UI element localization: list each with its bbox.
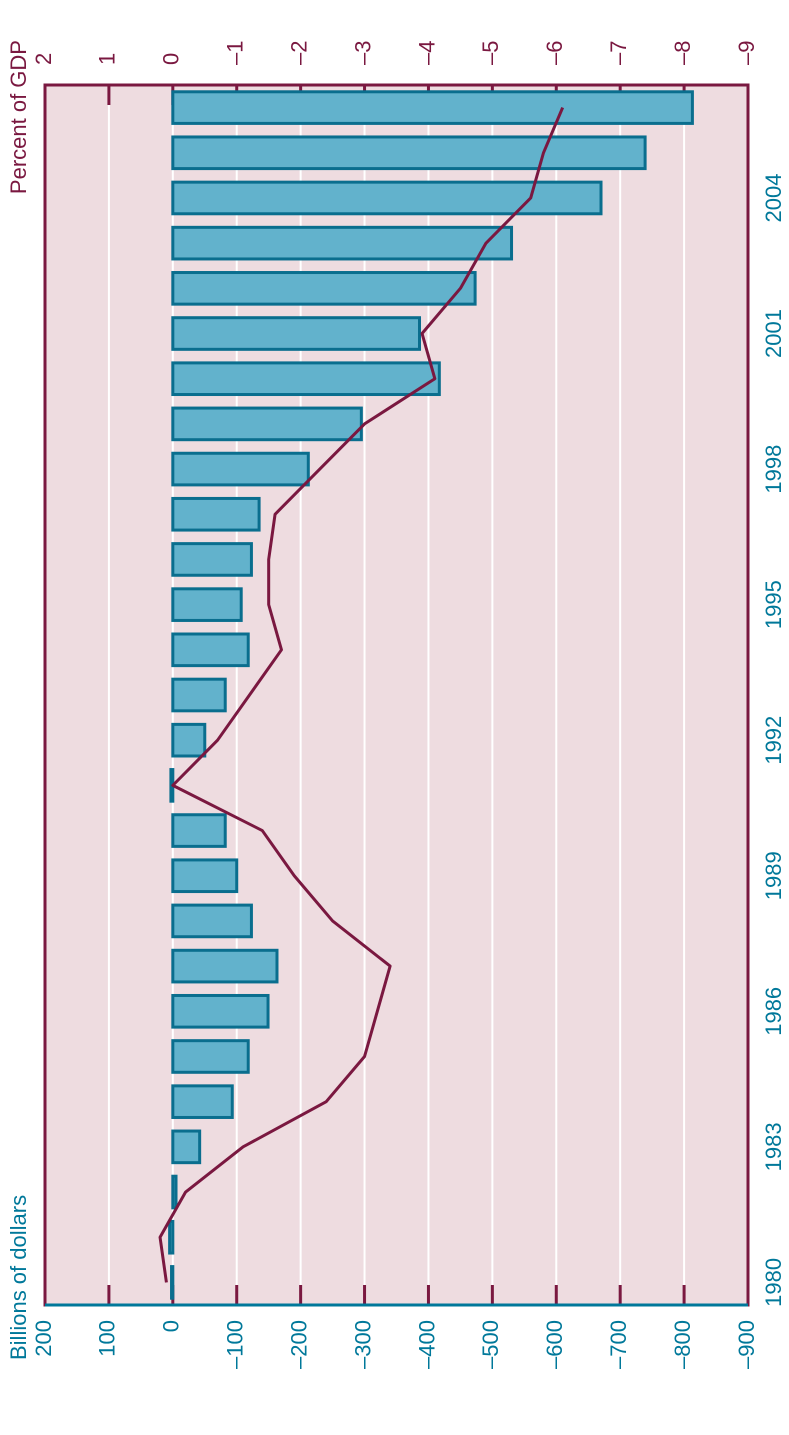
line xyxy=(158,107,565,1283)
plot-background xyxy=(45,85,748,1305)
bar xyxy=(171,90,694,125)
x-tick-label: 1980 xyxy=(761,1258,786,1307)
y2-tick-label: –9 xyxy=(734,41,759,65)
bar xyxy=(171,993,270,1029)
bar xyxy=(171,587,243,622)
bar xyxy=(171,948,279,984)
bar xyxy=(171,361,441,397)
x-tick-label: 1986 xyxy=(761,987,786,1036)
x-tick-label: 2001 xyxy=(761,309,786,358)
y2-tick-label: –7 xyxy=(606,41,631,65)
y2-tick-label: –1 xyxy=(223,41,248,65)
y2-axis-label: Percent of GDP xyxy=(6,40,31,194)
y-tick-label: –100 xyxy=(223,1320,248,1369)
bar xyxy=(171,722,207,758)
y-tick-label: 0 xyxy=(159,1320,184,1332)
bar xyxy=(171,135,647,171)
bar xyxy=(171,180,603,216)
y2-tick-label: –6 xyxy=(542,41,567,65)
bar xyxy=(171,406,363,442)
x-tick-label: 1995 xyxy=(761,580,786,629)
bar xyxy=(171,1084,234,1119)
bar xyxy=(171,225,514,261)
x-tick-label: 2004 xyxy=(761,173,786,222)
y-tick-label: –500 xyxy=(478,1320,503,1369)
x-tick-label: 1989 xyxy=(761,851,786,900)
bar xyxy=(171,1174,178,1210)
bar xyxy=(168,1219,175,1255)
bar xyxy=(171,451,310,487)
y2-tick-label: 2 xyxy=(31,53,56,65)
y-tick-label: –700 xyxy=(606,1320,631,1369)
y-tick-label: –800 xyxy=(670,1320,695,1369)
y2-tick-label: –4 xyxy=(414,41,439,65)
y-tick-label: –400 xyxy=(414,1320,439,1369)
y2-tick-label: –2 xyxy=(286,41,311,65)
y2-tick-label: –5 xyxy=(478,41,503,65)
bar xyxy=(171,903,253,939)
y2-tick-label: –8 xyxy=(670,41,695,65)
y-tick-label: –300 xyxy=(350,1320,375,1369)
bar xyxy=(171,316,422,351)
x-tick-label: 1983 xyxy=(761,1122,786,1171)
y-tick-label: –200 xyxy=(286,1320,311,1369)
bar xyxy=(171,496,261,532)
x-tick-label: 1998 xyxy=(761,445,786,494)
y-tick-label: –600 xyxy=(542,1320,567,1369)
y2-tick-label: 0 xyxy=(159,53,184,65)
y-tick-label: –900 xyxy=(734,1320,759,1369)
x-tick-label: 1992 xyxy=(761,716,786,765)
bar xyxy=(170,1265,175,1300)
y-tick-label: 200 xyxy=(31,1320,56,1357)
y2-tick-label: –3 xyxy=(350,41,375,65)
y2-tick-label: 1 xyxy=(95,53,120,65)
bar xyxy=(171,858,239,894)
bar xyxy=(171,632,250,668)
y-axis-label: Billions of dollars xyxy=(6,1195,31,1360)
bar xyxy=(171,1039,250,1074)
bar xyxy=(171,1129,202,1165)
bar xyxy=(171,813,227,848)
bar xyxy=(171,677,227,713)
bar xyxy=(171,542,253,577)
bar xyxy=(171,271,477,306)
y-tick-label: 100 xyxy=(95,1320,120,1357)
